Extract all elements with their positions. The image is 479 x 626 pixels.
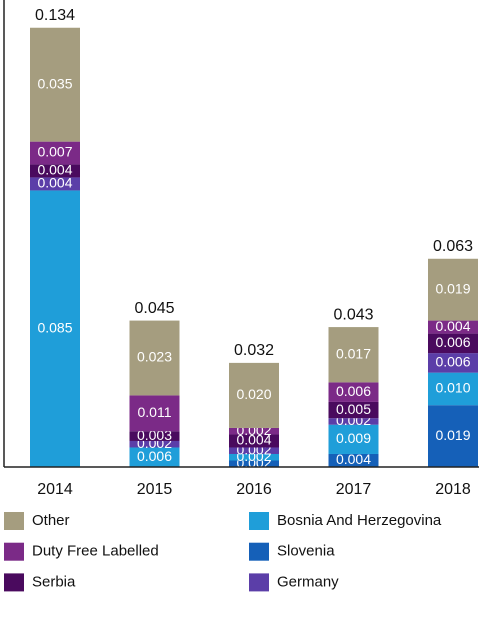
legend-label: Bosnia And Herzegovina	[277, 512, 442, 529]
legend-label: Serbia	[32, 573, 76, 590]
legend-swatch	[249, 542, 269, 561]
bar-segment	[229, 427, 279, 435]
x-tick-label: 2014	[37, 481, 73, 498]
bar-segment	[328, 424, 379, 454]
bar-segment	[229, 460, 279, 467]
legend-label: Other	[32, 512, 70, 529]
value-label: 0.006	[435, 334, 470, 350]
value-label: 0.020	[236, 386, 271, 402]
bar-segment	[428, 258, 478, 321]
bar-segment	[129, 320, 180, 396]
value-label: 0.035	[37, 75, 72, 91]
x-tick-label: 2017	[336, 481, 372, 498]
bar-segment	[30, 141, 80, 165]
bar-segment	[328, 401, 379, 419]
legend-label: Duty Free Labelled	[32, 543, 159, 560]
bar-segment	[229, 453, 279, 461]
legend-label: Germany	[277, 573, 339, 590]
bar-segment	[229, 447, 279, 454]
bar-segment	[328, 453, 379, 467]
value-label: 0.017	[336, 345, 371, 361]
total-label: 0.043	[333, 306, 373, 323]
value-label: 0.009	[336, 430, 371, 446]
legend-swatch	[249, 512, 269, 530]
value-label: 0.005	[336, 401, 371, 417]
bar-segment	[229, 434, 279, 448]
value-label: 0.004	[435, 318, 470, 334]
value-label: 0.023	[137, 349, 172, 365]
value-label: 0.085	[37, 319, 72, 335]
total-label: 0.134	[35, 7, 75, 24]
legend-label: Slovenia	[277, 543, 335, 560]
bar-segment	[129, 395, 180, 432]
total-label: 0.063	[433, 238, 473, 255]
value-label: 0.004	[336, 451, 371, 467]
x-tick-label: 2016	[236, 481, 272, 498]
bar-segment	[328, 382, 379, 402]
value-label: 0.019	[435, 427, 470, 443]
bar-segment	[30, 27, 80, 142]
bar-segment	[30, 190, 80, 467]
total-label: 0.045	[134, 300, 174, 317]
value-label: 0.006	[435, 354, 470, 370]
bar-segment	[428, 333, 478, 354]
bar-segment	[129, 447, 180, 467]
value-label: 0.006	[137, 448, 172, 464]
bar-segment	[129, 440, 180, 448]
value-label: 0.004	[37, 162, 72, 178]
bar-segment	[428, 372, 478, 406]
legend-swatch	[4, 573, 24, 592]
value-label: 0.004	[236, 432, 271, 448]
value-label: 0.019	[435, 280, 470, 296]
bar-segment	[30, 177, 80, 191]
bar-segment	[229, 362, 279, 428]
bar-segment	[428, 320, 478, 334]
x-tick-label: 2018	[435, 481, 471, 498]
legend-swatch	[4, 512, 24, 530]
total-label: 0.032	[234, 342, 274, 359]
value-label: 0.010	[435, 380, 470, 396]
legend-swatch	[4, 542, 24, 561]
value-label: 0.011	[138, 404, 172, 420]
bar-segment	[428, 353, 478, 373]
bar-segment	[428, 405, 478, 467]
x-tick-label: 2015	[137, 481, 173, 498]
value-label: 0.004	[37, 175, 72, 191]
bar-segment	[328, 327, 379, 383]
value-label: 0.006	[336, 383, 371, 399]
bar-segment	[129, 431, 180, 441]
value-label: 0.007	[37, 144, 72, 160]
bar-segment	[30, 164, 80, 178]
bar-segment	[328, 418, 379, 425]
legend-swatch	[249, 573, 269, 592]
